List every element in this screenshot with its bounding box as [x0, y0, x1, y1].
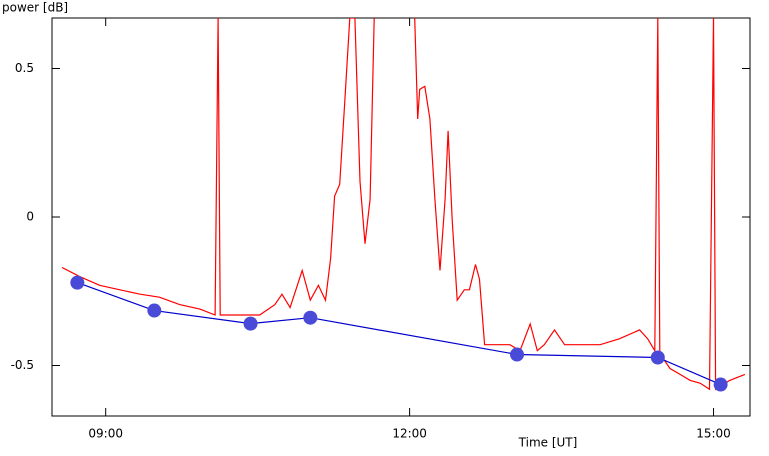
- data-point: [509, 347, 524, 362]
- x-tick-label: 12:00: [392, 427, 427, 441]
- data-point: [243, 316, 258, 331]
- data-point: [713, 377, 728, 392]
- data-point: [147, 303, 162, 318]
- data-point: [650, 350, 665, 365]
- x-axis-label: Time [UT]: [518, 436, 578, 450]
- data-point: [303, 310, 318, 325]
- data-point: [70, 275, 85, 290]
- series-line: [61, 18, 746, 391]
- plot-area: [61, 18, 746, 392]
- y-tick-label: -0.5: [11, 358, 34, 372]
- y-tick-label: 0: [26, 210, 34, 224]
- y-tick-label: 0.5: [15, 61, 34, 75]
- y-axis-label: power [dB]: [2, 1, 68, 15]
- series-line: [77, 282, 721, 386]
- x-tick-label: 15:00: [696, 427, 731, 441]
- plot-frame: [51, 17, 751, 417]
- x-tick-label: 09:00: [88, 427, 123, 441]
